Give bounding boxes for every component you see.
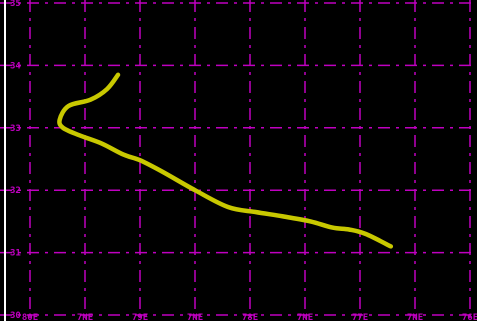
y-tick-label: 30 <box>10 311 21 321</box>
x-tick-label: 7NE <box>77 313 93 321</box>
x-tick-label: 76E <box>462 313 477 321</box>
storm-track-line <box>57 72 394 249</box>
horizontal-grid-lines <box>0 2 477 316</box>
x-tick-label: 7NE <box>187 313 203 321</box>
y-tick-label: 35 <box>10 0 21 9</box>
x-tick-label: 79E <box>132 313 148 321</box>
x-tick-label: 80E <box>22 313 38 321</box>
x-tick-labels: 80E 7NE 79E 7NE 78E 7NE 77E 7NE 76E <box>22 313 477 321</box>
y-tick-label: 31 <box>10 249 21 259</box>
x-tick-label: 77E <box>352 313 368 321</box>
x-tick-label: 78E <box>242 313 258 321</box>
x-tick-label: 7NE <box>297 313 313 321</box>
y-tick-label: 34 <box>10 61 21 71</box>
y-tick-label: 33 <box>10 124 21 134</box>
x-tick-label: 7NE <box>407 313 423 321</box>
y-tick-labels: 35 34 33 32 31 30 <box>10 0 21 321</box>
y-tick-label: 32 <box>10 186 21 196</box>
